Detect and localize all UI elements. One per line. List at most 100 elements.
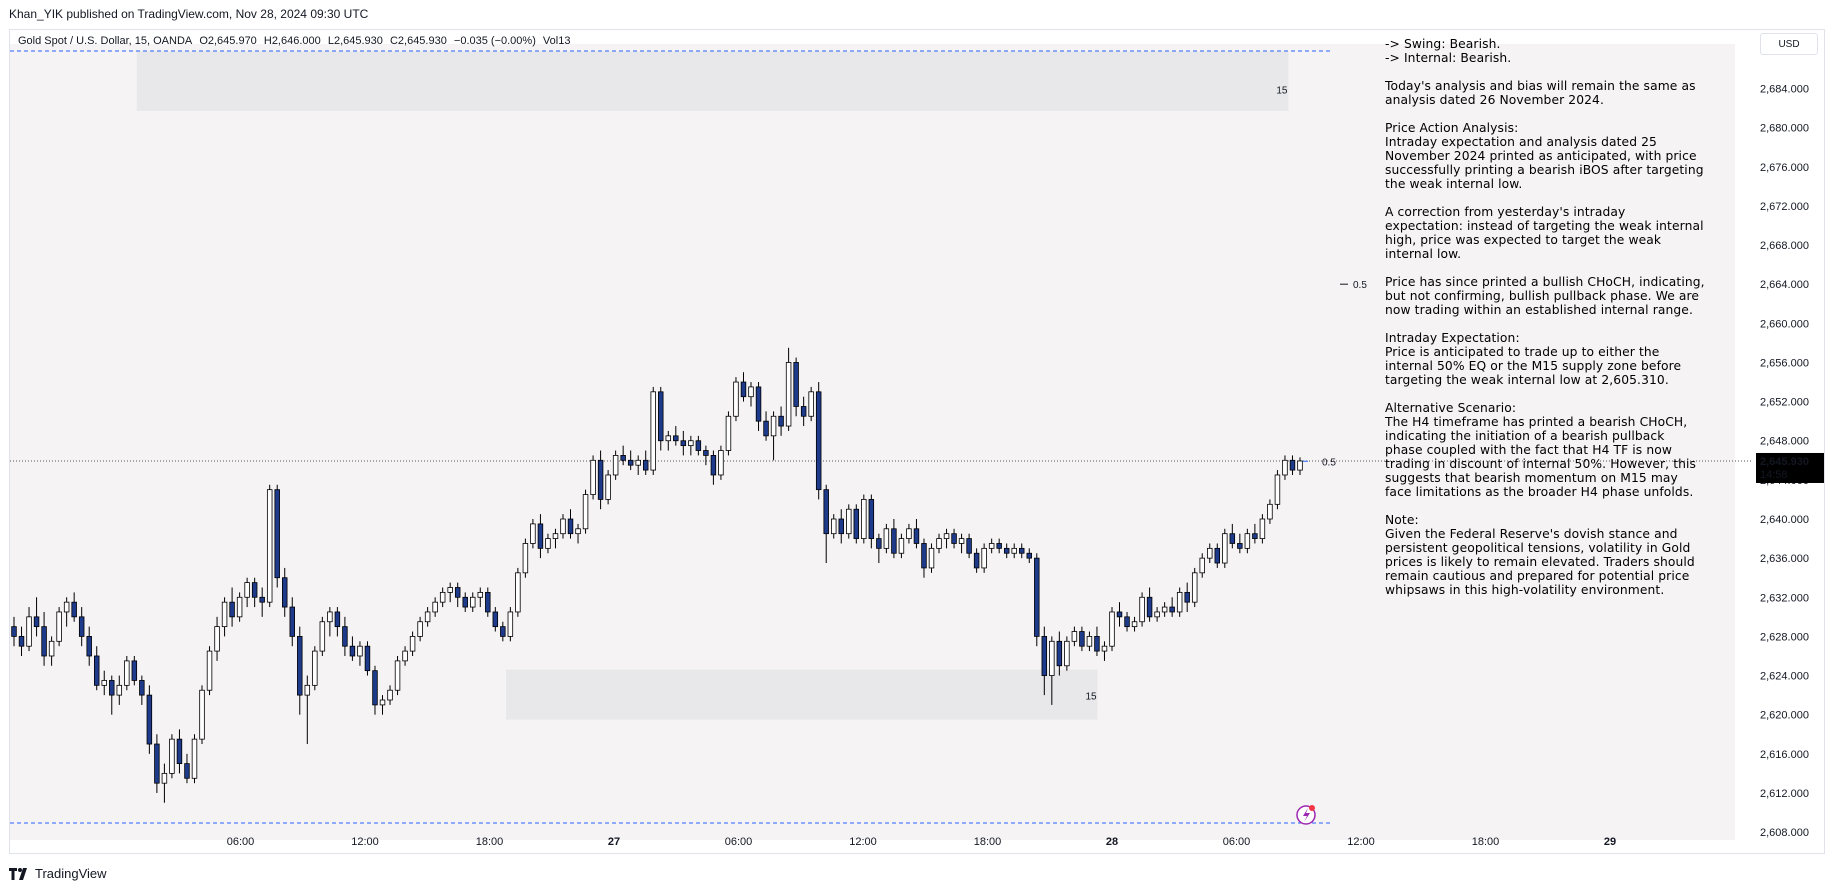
y-tick-16: 2,672.000 (1760, 201, 1809, 213)
note-general: Note: Given the Federal Reserve's dovish… (1385, 513, 1695, 597)
candle-body-10 (86, 636, 92, 657)
candle-body-3 (33, 616, 40, 628)
candle-body-147 (1116, 611, 1123, 618)
legend-high: H2,646.000 (263, 35, 321, 47)
alert-dot-icon (1309, 805, 1315, 811)
candle-body-36 (282, 577, 288, 608)
candle-body-94 (718, 450, 724, 476)
candle-body-90 (688, 440, 694, 447)
candle-body-118 (898, 538, 905, 554)
candle-body-156 (1184, 591, 1190, 603)
candle-body-79 (605, 474, 611, 500)
candle-body-33 (259, 596, 265, 603)
candle-body-108 (823, 489, 829, 535)
candle-body-101 (770, 415, 777, 437)
candle-body-171 (1297, 460, 1303, 471)
x-tick-8: 06:00 (1223, 836, 1251, 848)
x-tick-6: 18:00 (974, 836, 1002, 848)
candle-body-163 (1237, 543, 1243, 549)
candle-body-92 (703, 450, 709, 456)
currency-selector[interactable]: USD (1760, 33, 1818, 55)
y-tick-18: 2,680.000 (1760, 123, 1809, 135)
candle-body-87 (665, 435, 672, 442)
zone-label-1: 15 (1085, 692, 1097, 703)
candle-body-82 (627, 459, 634, 466)
y-tick-12: 2,656.000 (1760, 357, 1809, 369)
candle-body-135 (1026, 552, 1032, 559)
candle-body-38 (297, 636, 303, 696)
candle-body-159 (1207, 547, 1213, 559)
candle-body-83 (635, 459, 641, 466)
candle-body-123 (936, 538, 942, 549)
candle-body-169 (1282, 459, 1288, 476)
candle-body-95 (725, 415, 732, 451)
candle-body-26 (206, 650, 213, 691)
candle-body-0 (11, 626, 17, 637)
candle-body-74 (567, 518, 574, 535)
candle-body-7 (63, 601, 70, 613)
legend-low: L2,645.930 (327, 35, 383, 47)
candle-body-43 (334, 611, 341, 628)
candle-body-30 (236, 596, 243, 618)
candle-body-157 (1191, 572, 1198, 603)
x-tick-5: 12:00 (849, 836, 877, 848)
candle-body-164 (1244, 533, 1251, 549)
candle-body-8 (71, 601, 77, 618)
symbol-legend: Gold Spot / U.S. Dollar, 15, OANDA O2,64… (18, 35, 574, 47)
candle-body-76 (582, 494, 589, 530)
candle-body-45 (349, 645, 356, 657)
last-price-label: 2,645.930 (1760, 456, 1809, 468)
y-tick-19: 2,684.000 (1760, 84, 1809, 96)
candle-body-56 (432, 601, 438, 613)
candle-body-127 (966, 538, 972, 554)
candle-body-20 (161, 772, 168, 784)
lightning-icon (1303, 808, 1310, 822)
tradingview-footer[interactable]: TradingView (9, 866, 107, 881)
x-tick-7: 28 (1106, 836, 1118, 848)
candle-body-119 (906, 528, 912, 539)
candle-body-136 (1034, 557, 1040, 637)
candle-body-39 (304, 684, 311, 696)
candle-body-5 (48, 640, 55, 657)
candle-body-134 (1019, 547, 1025, 554)
eq-label-0: 0.5 (1353, 280, 1367, 291)
candle-body-4 (41, 626, 47, 657)
x-tick-4: 06:00 (725, 836, 753, 848)
y-tick-11: 2,652.000 (1760, 397, 1809, 409)
candle-body-114 (868, 499, 875, 539)
candle-body-152 (1154, 611, 1160, 618)
candle-body-149 (1131, 621, 1138, 628)
candle-body-146 (1109, 611, 1115, 647)
candle-body-137 (1041, 636, 1048, 676)
candle-body-85 (650, 391, 656, 471)
candle-body-51 (394, 660, 401, 691)
legend-change: −0.035 (−0.00%) (453, 35, 536, 47)
note-today: Today's analysis and bias will remain th… (1385, 79, 1696, 107)
candle-body-17 (139, 680, 145, 696)
candle-body-75 (575, 528, 581, 535)
candle-body-27 (214, 626, 220, 652)
candle-body-141 (1071, 631, 1078, 642)
candle-body-16 (131, 660, 138, 681)
y-tick-1: 2,612.000 (1760, 788, 1809, 800)
candle-body-48 (372, 670, 378, 706)
candle-body-35 (274, 489, 280, 579)
candle-body-58 (447, 587, 453, 593)
candle-body-78 (597, 459, 604, 500)
legend-symbol[interactable]: Gold Spot / U.S. Dollar, 15, OANDA (18, 35, 193, 47)
x-tick-2: 18:00 (476, 836, 504, 848)
candle-body-22 (176, 738, 183, 765)
note-bias: -> Swing: Bearish. -> Internal: Bearish. (1385, 37, 1512, 65)
candle-body-99 (755, 386, 762, 422)
candle-body-11 (93, 655, 100, 686)
candle-body-69 (530, 523, 536, 544)
candle-body-50 (387, 689, 393, 701)
x-tick-3: 27 (608, 836, 620, 848)
y-tick-17: 2,676.000 (1760, 162, 1809, 174)
y-tick-7: 2,636.000 (1760, 553, 1809, 565)
candle-body-44 (342, 626, 348, 647)
tradingview-brand: TradingView (35, 866, 107, 881)
candle-body-102 (778, 415, 784, 427)
candle-body-71 (545, 538, 551, 549)
